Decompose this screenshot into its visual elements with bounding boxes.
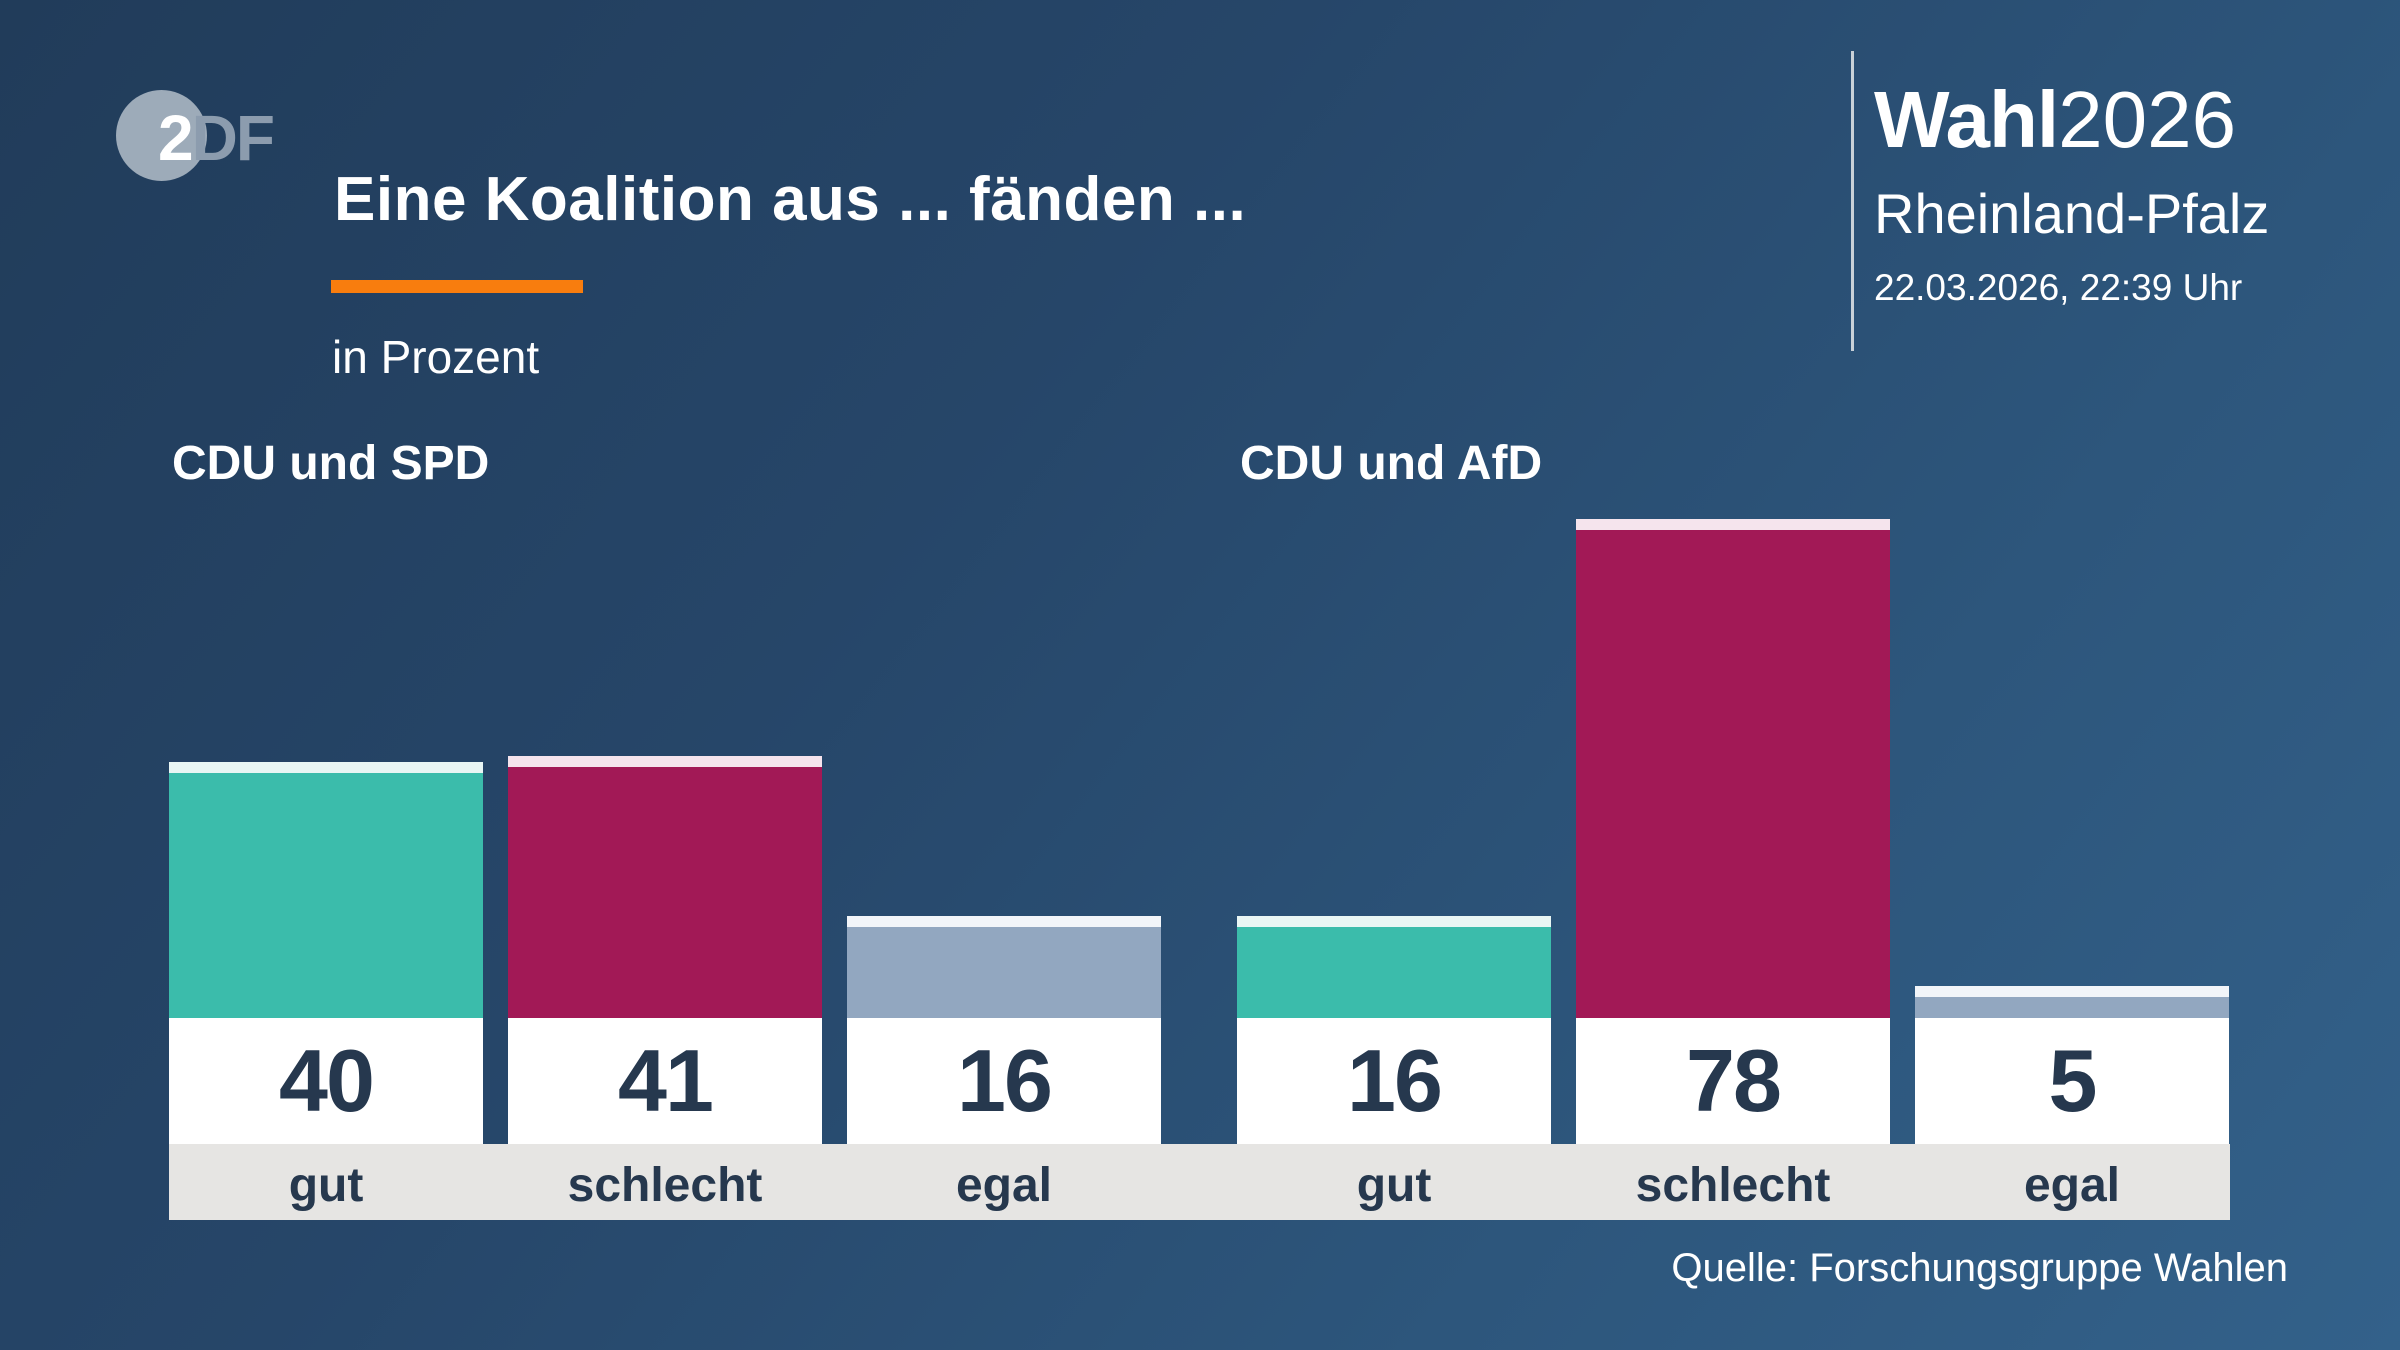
value-label: 40	[279, 1031, 375, 1130]
bar-cap	[1576, 519, 1890, 530]
brand-divider-line	[1851, 51, 1854, 351]
unit-subtitle: in Prozent	[332, 331, 540, 383]
bar-cap	[847, 916, 1161, 927]
category-label-egal: egal	[955, 1158, 1053, 1212]
bar-CDU-und-SPD-schlecht	[508, 756, 822, 1018]
category-label-band	[169, 1144, 2230, 1220]
brand-title-year: 2026	[2058, 75, 2237, 164]
group-label-cdu-afd: CDU und AfD	[1240, 437, 1543, 490]
category-label-gut: gut	[1356, 1158, 1432, 1212]
bar-cap	[1915, 986, 2229, 997]
value-label: 5	[2048, 1031, 2098, 1130]
bar-cap	[508, 756, 822, 767]
bar-CDU-und-SPD-gut	[169, 762, 483, 1018]
value-box: 41	[508, 1018, 822, 1144]
brand-timestamp: 22.03.2026, 22:39 Uhr	[1874, 267, 2243, 308]
category-label-egal: egal	[2023, 1158, 2121, 1212]
brand-region: Rheinland-Pfalz	[1874, 182, 2270, 245]
value-label: 78	[1686, 1031, 1782, 1130]
bar-CDU-und-AfD-schlecht	[1576, 519, 1890, 1018]
brand-title: Wahl2026	[1874, 80, 2269, 160]
value-label: 16	[1347, 1031, 1443, 1130]
zdf-logo-text: 2DF	[158, 106, 275, 170]
category-label-schlecht: schlecht	[1635, 1158, 1831, 1212]
brand-title-bold: Wahl	[1874, 75, 2059, 164]
bar-cap	[169, 762, 483, 773]
bar-CDU-und-SPD-egal	[847, 916, 1161, 1018]
zdf-logo-2: 2	[158, 102, 194, 174]
bar-cap	[1237, 916, 1551, 927]
page-title: Eine Koalition aus ... fänden ...	[334, 165, 1247, 234]
value-box: 78	[1576, 1018, 1890, 1144]
brand-block: Wahl2026 Rheinland-Pfalz 22.03.2026, 22:…	[1874, 80, 2270, 308]
bar-CDU-und-AfD-gut	[1237, 916, 1551, 1018]
zdf-logo-df: DF	[191, 102, 275, 174]
category-label-schlecht: schlecht	[567, 1158, 763, 1212]
source-credit: Quelle: Forschungsgruppe Wahlen	[1671, 1246, 2288, 1290]
value-label: 41	[618, 1031, 714, 1130]
value-box: 40	[169, 1018, 483, 1144]
value-box: 5	[1915, 1018, 2229, 1144]
bar-CDU-und-AfD-egal	[1915, 986, 2229, 1018]
value-box: 16	[1237, 1018, 1551, 1144]
title-accent-bar	[331, 280, 583, 293]
group-label-cdu-spd: CDU und SPD	[172, 437, 490, 490]
value-box: 16	[847, 1018, 1161, 1144]
zdf-logo: 2DF	[116, 90, 296, 185]
value-label: 16	[957, 1031, 1053, 1130]
zdf-logo-circle	[116, 90, 207, 181]
category-label-gut: gut	[288, 1158, 364, 1212]
